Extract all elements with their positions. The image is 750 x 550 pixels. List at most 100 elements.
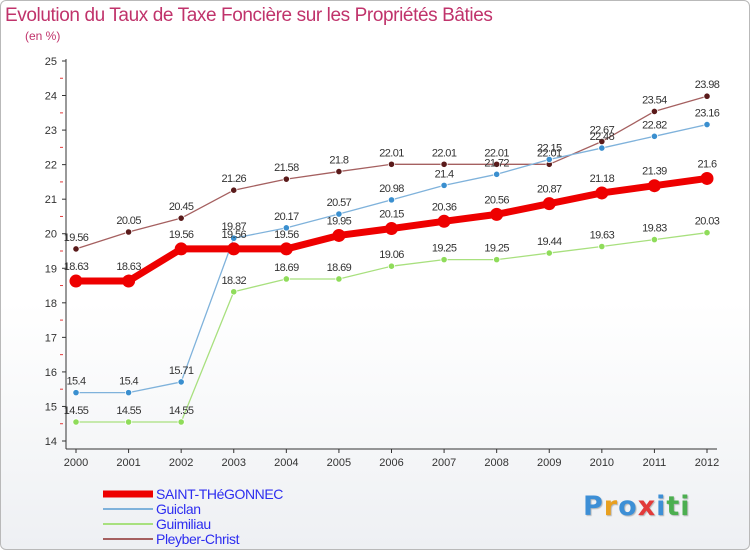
data-point-0-0 xyxy=(72,245,80,253)
data-label-3-11: 21.39 xyxy=(642,166,667,178)
data-label-3-4: 19.56 xyxy=(274,229,299,241)
data-label-2-12: 20.03 xyxy=(695,216,720,228)
brand-letter: r xyxy=(603,491,619,522)
data-point-1-1 xyxy=(124,389,133,397)
x-tick-label-2001: 2001 xyxy=(116,457,140,469)
data-point-3-4 xyxy=(279,242,293,256)
data-label-1-10: 22.48 xyxy=(590,131,615,143)
data-point-0-1 xyxy=(124,228,133,236)
data-label-1-1: 15.4 xyxy=(119,376,138,388)
data-label-2-0: 14.55 xyxy=(64,405,89,417)
data-label-0-6: 22.01 xyxy=(379,147,404,159)
brand-letter: P xyxy=(583,491,604,522)
data-point-3-11 xyxy=(647,179,661,193)
data-label-2-11: 19.83 xyxy=(642,223,667,235)
data-point-0-11 xyxy=(650,107,659,116)
data-point-2-12 xyxy=(703,229,711,237)
x-tick-label-2005: 2005 xyxy=(327,457,351,469)
y-tick-label-17: 17 xyxy=(45,332,57,344)
data-point-2-11 xyxy=(650,236,659,244)
data-label-2-8: 19.25 xyxy=(484,243,509,255)
data-label-2-2: 14.55 xyxy=(169,405,194,417)
data-label-0-12: 23.98 xyxy=(695,79,720,91)
data-point-3-3 xyxy=(227,242,241,256)
data-label-1-5: 20.57 xyxy=(327,197,352,209)
x-tick-label-2009: 2009 xyxy=(537,457,561,469)
x-tick-label-2007: 2007 xyxy=(432,457,456,469)
data-point-2-6 xyxy=(387,262,396,270)
data-label-3-6: 20.15 xyxy=(379,209,404,221)
legend-label-0: SAINT-THéGONNEC xyxy=(156,486,283,502)
y-tick-label-14: 14 xyxy=(45,436,57,448)
data-label-1-4: 20.17 xyxy=(274,211,299,223)
y-tick-label-25: 25 xyxy=(45,56,57,68)
data-point-3-8 xyxy=(490,207,504,221)
data-point-2-8 xyxy=(493,256,501,264)
data-point-0-8 xyxy=(493,160,501,168)
data-label-2-10: 19.63 xyxy=(590,230,615,242)
data-point-0-4 xyxy=(282,175,290,183)
data-point-1-10 xyxy=(598,144,606,152)
data-point-1-11 xyxy=(650,132,659,140)
y-tick-label-20: 20 xyxy=(45,229,57,241)
data-label-0-11: 23.54 xyxy=(642,94,667,106)
data-label-1-8: 21.72 xyxy=(484,157,509,169)
data-point-1-2 xyxy=(177,378,185,386)
y-tick-label-18: 18 xyxy=(45,298,57,310)
data-label-2-4: 18.69 xyxy=(274,262,299,274)
y-axis-unit-label: (en %) xyxy=(25,29,61,43)
data-label-3-0: 18.63 xyxy=(64,261,89,273)
data-label-0-2: 20.45 xyxy=(169,201,194,213)
data-point-0-3 xyxy=(230,186,238,194)
chart-title: Evolution du Taux de Taxe Foncière sur l… xyxy=(5,5,493,26)
x-tick-label-2012: 2012 xyxy=(695,457,719,469)
data-label-1-2: 15.71 xyxy=(169,365,194,377)
data-point-0-5 xyxy=(335,167,343,176)
data-point-2-3 xyxy=(230,288,238,296)
data-label-1-9: 22.15 xyxy=(537,142,562,154)
y-tick-label-21: 21 xyxy=(45,194,57,206)
data-label-1-11: 22.82 xyxy=(642,119,667,131)
brand-letter: i xyxy=(656,491,667,522)
data-label-0-7: 22.01 xyxy=(432,147,457,159)
data-label-3-5: 19.95 xyxy=(327,215,352,227)
data-label-2-6: 19.06 xyxy=(379,249,404,261)
data-label-1-7: 21.4 xyxy=(435,168,454,180)
data-point-2-1 xyxy=(124,418,133,426)
x-tick-label-2003: 2003 xyxy=(222,457,246,469)
data-point-3-9 xyxy=(542,197,556,211)
data-label-3-1: 18.63 xyxy=(116,261,141,273)
brand-letter: t xyxy=(666,491,681,522)
y-tick-label-19: 19 xyxy=(45,263,57,275)
data-label-1-6: 20.98 xyxy=(379,183,404,195)
data-point-2-4 xyxy=(282,275,290,283)
data-label-0-5: 21.8 xyxy=(329,155,348,167)
data-point-1-8 xyxy=(493,170,501,178)
data-label-2-1: 14.55 xyxy=(116,405,141,417)
data-point-2-10 xyxy=(598,242,606,251)
data-point-3-12 xyxy=(700,171,714,185)
data-point-1-9 xyxy=(545,155,553,164)
data-point-2-2 xyxy=(177,418,185,426)
data-label-2-3: 18.32 xyxy=(221,275,246,287)
data-label-0-4: 21.58 xyxy=(274,162,299,174)
x-tick-label-2002: 2002 xyxy=(169,457,193,469)
data-label-0-0: 19.56 xyxy=(64,232,89,244)
x-tick-label-2010: 2010 xyxy=(590,457,614,469)
data-point-3-2 xyxy=(174,242,188,256)
legend-label-3: Pleyber-Christ xyxy=(156,531,240,547)
data-label-3-9: 20.87 xyxy=(537,184,562,196)
data-point-2-5 xyxy=(335,275,343,283)
x-tick-label-2004: 2004 xyxy=(274,457,298,469)
data-point-1-7 xyxy=(440,181,448,189)
data-point-0-2 xyxy=(177,214,185,222)
data-point-3-6 xyxy=(385,222,398,236)
y-tick-label-15: 15 xyxy=(45,401,57,413)
x-tick-label-2011: 2011 xyxy=(643,457,667,469)
brand-letter: o xyxy=(618,491,638,522)
data-point-2-7 xyxy=(440,256,448,264)
data-label-0-3: 21.26 xyxy=(221,173,246,185)
data-point-3-7 xyxy=(437,214,451,228)
y-tick-label-23: 23 xyxy=(45,125,57,137)
